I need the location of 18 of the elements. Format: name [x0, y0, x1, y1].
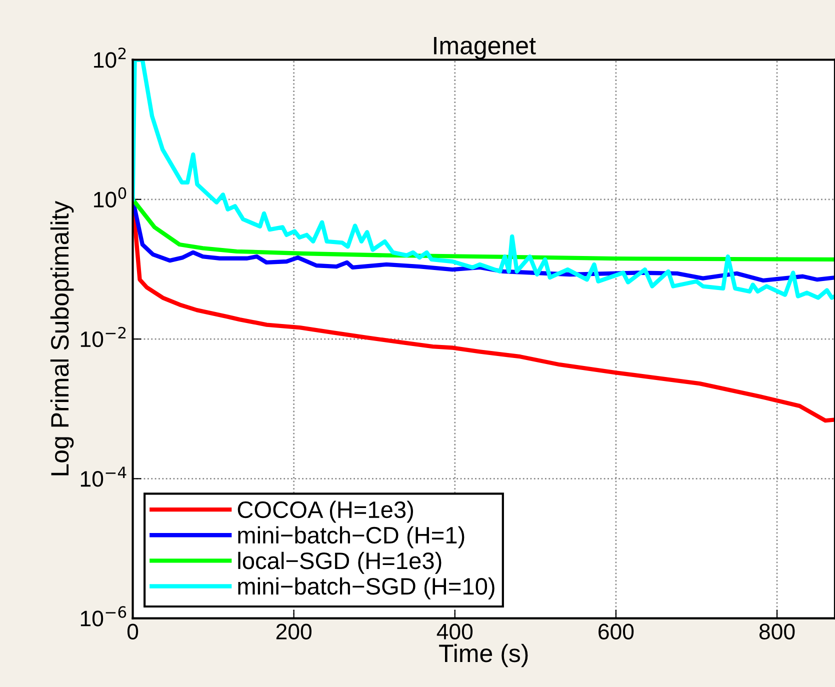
x-tick-label: 0: [127, 624, 138, 640]
y-tick-label: 10$^{−2}$: [80, 326, 126, 348]
legend-label: mini−batch−CD (H=1): [238, 526, 464, 548]
y-tick-label: 10$^{2}$: [94, 48, 126, 68]
y-axis-title: Log Primal Suboptimality: [50, 200, 74, 476]
legend-label: local−SGD (H=1e3): [238, 552, 442, 574]
x-axis-title: Time (s): [439, 644, 528, 668]
y-tick-label: 10$^{−6}$: [80, 606, 126, 626]
legend-label: mini−batch−SGD (H=10): [238, 577, 494, 600]
x-tick-label: 600: [598, 624, 634, 640]
x-tick-label: 400: [436, 624, 473, 640]
line-series: [132, 197, 835, 262]
x-tick-label: 800: [759, 624, 795, 640]
y-tick-label: 10$^{0}$: [94, 187, 126, 208]
legend-label: COCOA (H=1e3): [238, 500, 413, 523]
y-tick-label: 10$^{−4}$: [80, 466, 126, 487]
chart-title: Imagenet: [434, 37, 536, 60]
x-tick-label: 200: [276, 624, 312, 640]
